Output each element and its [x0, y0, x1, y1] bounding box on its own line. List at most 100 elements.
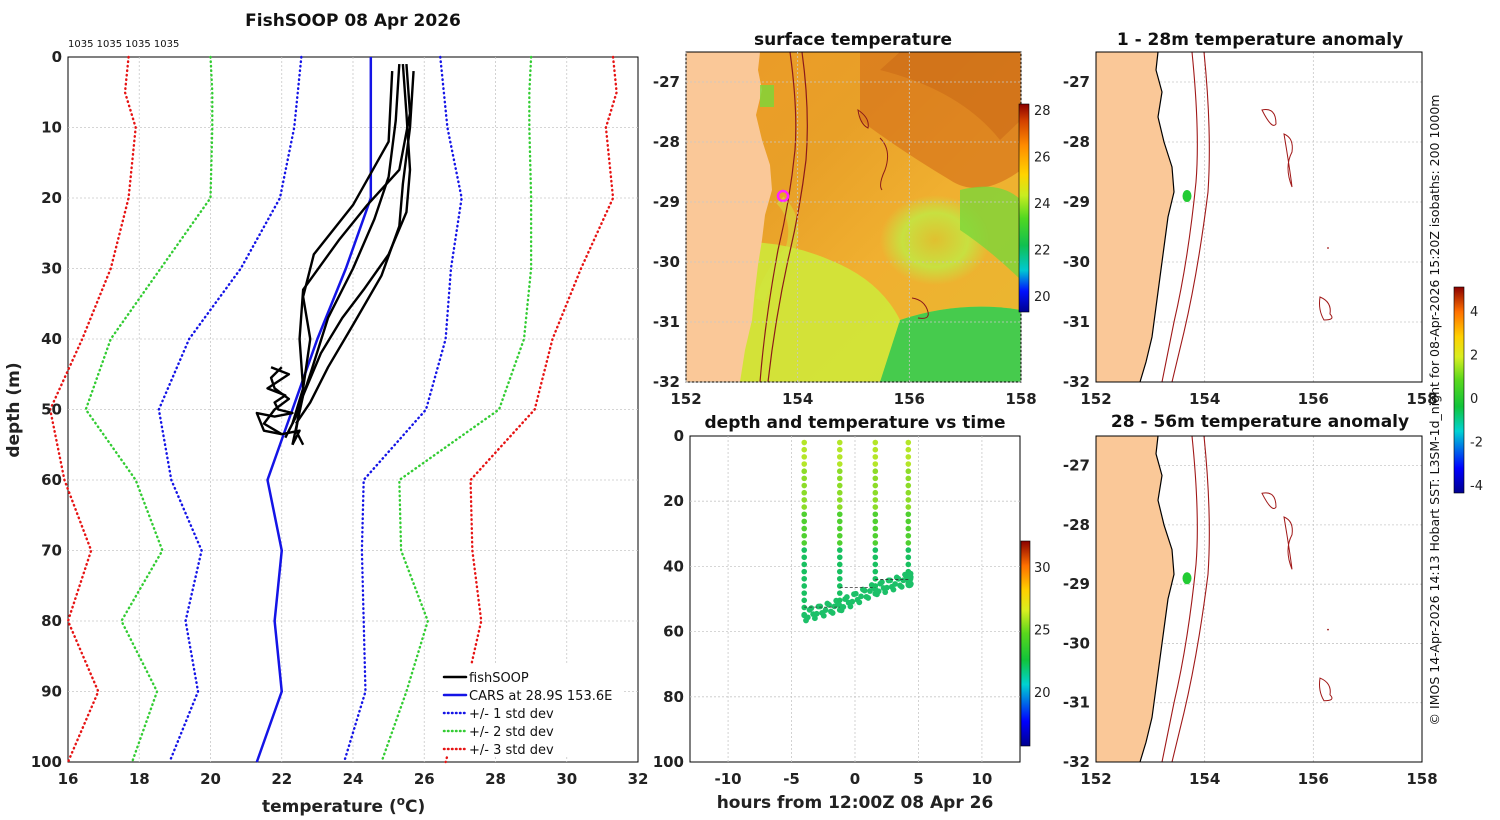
legend-label: +/- 3 std dev: [469, 743, 554, 758]
ship-anomaly-marker: [1182, 572, 1192, 585]
bottom-sample: [858, 593, 864, 600]
cast-sample: [872, 575, 879, 582]
cast-sample: [872, 439, 879, 446]
bottom-sample: [829, 610, 836, 616]
x-tick-label: 30: [556, 770, 577, 788]
coastline: [1139, 435, 1175, 763]
x-tick-label: 22: [271, 770, 292, 788]
colorbar-tick-label: 25: [1034, 624, 1051, 639]
anomaly-28-56-map: [1096, 435, 1333, 763]
cast-sample: [801, 475, 808, 482]
legend-label: fishSOOP: [469, 671, 529, 686]
cast-sample: [905, 461, 912, 467]
cast-sample: [801, 590, 808, 596]
bottom-sample: [840, 604, 847, 610]
sst-bay-patch: [760, 85, 774, 107]
map-y-tick-label: -31: [653, 313, 680, 331]
cast-sample: [836, 532, 843, 539]
cast-sample: [905, 497, 912, 503]
bottom-sample: [817, 603, 824, 610]
cast-sample: [872, 497, 879, 503]
cast-sample: [872, 468, 879, 475]
bottom-sample: [826, 602, 833, 608]
cast-sample: [836, 518, 843, 525]
anomaly-28-56-title: 28 - 56m temperature anomaly: [1111, 412, 1409, 432]
x-tick-label: 28: [485, 770, 506, 788]
depth-time-panel: depth and temperature vs time -10 -5 0 5 10 …: [653, 413, 1051, 813]
seamount-contour: [1283, 133, 1293, 188]
cast-sample: [836, 568, 843, 575]
std3-lines: [48, 55, 618, 764]
anomaly-1-28-map: [1096, 51, 1333, 383]
bottom-sample: [811, 615, 818, 622]
std3-lower-line: [48, 55, 137, 764]
land-mass: [1096, 52, 1174, 382]
bottom-sample: [887, 577, 894, 584]
bottom-sample: [875, 588, 882, 595]
seamount-contour: [1261, 109, 1277, 126]
bottom-sample: [804, 614, 811, 621]
bottom-sample: [852, 590, 859, 597]
cast-sample: [872, 482, 879, 489]
y-tick-label: 0: [674, 427, 684, 445]
map-x-tick-label: 158: [1406, 390, 1437, 408]
profile-y-label: depth (m): [4, 362, 24, 457]
profile-y-ticks: 0 10 20 30 40 50 60 70 80 90 100: [31, 48, 62, 771]
y-tick-label: 30: [41, 260, 62, 278]
anomaly-28-56-y-ticks: -27 -28 -29 -30 -31 -32: [1063, 457, 1090, 771]
legend-label: +/- 2 std dev: [469, 725, 554, 740]
sst-map-panel: surface temperature 152 154 156 158 -27-28-…: [653, 30, 1051, 408]
x-tick-label: 26: [414, 770, 435, 788]
map-y-tick-label: -32: [1063, 373, 1090, 391]
std2-lower-line: [84, 55, 214, 764]
depth-time-y-ticks: 0 20 40 60 80 100: [653, 427, 684, 771]
bottom-sample: [822, 607, 829, 613]
map-y-tick-label: -29: [653, 193, 680, 211]
seamount-dot: [1327, 628, 1329, 631]
y-tick-label: 60: [41, 471, 62, 489]
cast-sample: [836, 504, 843, 510]
bottom-sample: [861, 587, 868, 594]
colorbar-tick-label: 30: [1034, 561, 1051, 576]
depth-time-colorbar: [1020, 540, 1031, 747]
std2-lines: [84, 55, 533, 764]
anomaly-1-28-panel: 1 - 28m temperature anomaly 152 154 156 158…: [1063, 30, 1438, 408]
cast-sample: [905, 454, 912, 460]
sst-colorbar: [1018, 103, 1030, 313]
cast-sample: [801, 540, 808, 546]
bottom-sample: [895, 575, 902, 582]
cast-sample: [905, 532, 912, 539]
map-y-tick-label: -30: [1063, 634, 1090, 652]
cast-sample: [836, 439, 843, 446]
bottom-sample: [898, 583, 905, 590]
anomaly-28-56-frame: [1095, 435, 1423, 763]
anomaly-1-28-frame: [1095, 51, 1423, 383]
cast-sample: [905, 475, 912, 482]
cast-sample: [836, 489, 843, 496]
anomaly-1-28-y-ticks: -27 -28 -29 -30 -31 -32: [1063, 73, 1090, 391]
cast-sample: [801, 497, 808, 503]
profile-legend: fishSOOP CARS at 28.9S 153.6E +/- 1 std de…: [438, 664, 623, 758]
fishsoop-series: [262, 366, 291, 436]
profile-x-label: temperature (oC): [262, 794, 425, 817]
isobath-1000: [1171, 435, 1210, 763]
fishsoop-series: [291, 63, 412, 446]
map-x-tick-label: 154: [1189, 770, 1220, 788]
cast-sample: [872, 446, 879, 453]
cast-sample: [836, 525, 843, 532]
cast-sample: [801, 561, 808, 568]
cast-sample: [905, 489, 912, 496]
profile-panel: 16 18 20 22 24 26 28 30 32 0 10 20 30 40 50 60 70 80 90 10…: [4, 11, 648, 817]
bottom-sample: [882, 589, 889, 596]
x-tick-label: -10: [715, 770, 742, 788]
map-y-tick-label: -30: [1063, 253, 1090, 271]
cast-sample: [905, 540, 912, 546]
map-x-tick-label: 152: [1080, 390, 1111, 408]
anomaly-colorbar-tick: -2: [1470, 436, 1483, 451]
map-y-tick-label: -28: [1063, 516, 1090, 534]
x-tick-label: 20: [200, 770, 221, 788]
cast-sample: [836, 511, 843, 518]
anomaly-1-28-x-ticks: 152 154 156 158: [1080, 390, 1437, 408]
cast-sample: [836, 547, 843, 553]
